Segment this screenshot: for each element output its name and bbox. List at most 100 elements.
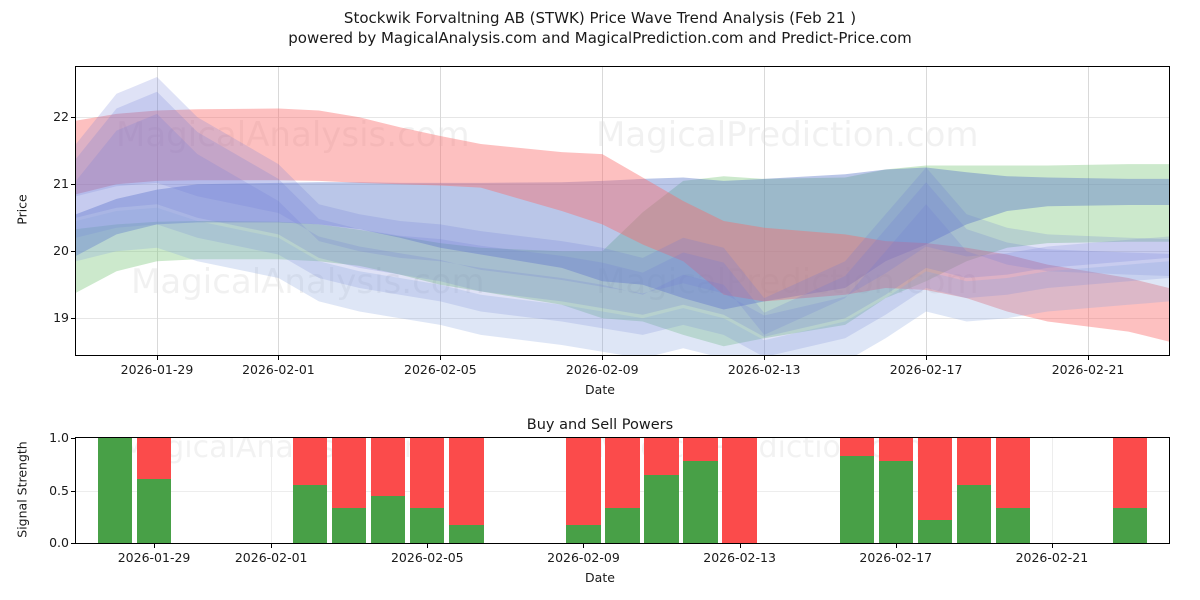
sell-power-segment [995, 438, 1031, 509]
buy-power-segment [449, 525, 484, 543]
sell-power-segment [605, 438, 640, 509]
signal-bar[interactable] [839, 438, 874, 543]
x-tick-label: 2026-02-09 [565, 362, 639, 377]
y-tick-mark [71, 117, 75, 119]
buy-power-segment [995, 508, 1031, 543]
sell-power-segment [566, 438, 601, 526]
signal-bar[interactable] [332, 438, 367, 543]
gridline [602, 67, 603, 355]
buy-power-segment [878, 461, 913, 543]
buy-power-segment [1112, 508, 1148, 543]
price-chart-x-axis-label: Date [585, 382, 615, 397]
signal-bar[interactable] [995, 438, 1031, 543]
price-band [76, 167, 1169, 310]
title-primary: Stockwik Forvaltning AB (STWK) Price Wav… [343, 9, 857, 27]
signal-chart-title: Buy and Sell Powers [526, 417, 674, 433]
signal-axis-label: Signal Strength [14, 440, 30, 538]
signal-bar[interactable] [371, 438, 406, 543]
sell-power-segment [683, 438, 718, 462]
buy-power-segment [332, 508, 367, 543]
x-tick-mark [764, 356, 766, 360]
x-tick-label: 2026-02-05 [404, 362, 477, 377]
gridline [76, 318, 1169, 319]
signal-bar[interactable] [644, 438, 679, 543]
signal-bar[interactable] [293, 438, 328, 543]
y-tick-label: 21 [53, 176, 69, 192]
sell-power-segment [410, 438, 445, 509]
y-tick-label: 20 [53, 243, 69, 259]
signal-bar[interactable] [605, 438, 640, 543]
x-tick-label: 2026-02-21 [1015, 550, 1089, 565]
x-tick-mark [583, 544, 585, 548]
signal-bar[interactable] [410, 438, 445, 543]
x-tick-mark [154, 544, 156, 548]
signal-bar[interactable] [683, 438, 718, 543]
x-tick-mark [602, 356, 604, 360]
sell-power-segment [644, 438, 679, 475]
price-band [76, 164, 1169, 347]
x-tick-mark [156, 356, 158, 360]
signal-bar[interactable] [1112, 438, 1148, 543]
signal-bar[interactable] [878, 438, 913, 543]
buy-power-segment [956, 485, 991, 543]
x-tick-mark [739, 544, 741, 548]
buy-power-segment [917, 519, 952, 543]
y-tick-label: 0.5 [49, 482, 69, 498]
price-band [76, 108, 1169, 342]
sell-power-segment [136, 438, 172, 479]
x-tick-label: 2026-02-17 [859, 550, 933, 565]
gridline [278, 67, 279, 355]
page-title: Stockwik Forvaltning AB (STWK) Price Wav… [0, 8, 1200, 48]
signal-bar[interactable] [722, 438, 757, 543]
sell-power-segment [293, 438, 328, 486]
sell-power-segment [1112, 438, 1148, 509]
price-band [76, 91, 1169, 337]
signal-chart-plot-area: MagicalAnalysis.com MagicalPrediction.com [75, 437, 1170, 544]
buy-power-segment [839, 455, 874, 543]
sell-power-segment [917, 438, 952, 520]
x-tick-label: 2026-01-29 [120, 362, 194, 377]
y-tick-mark [71, 251, 75, 253]
gridline [271, 438, 272, 543]
x-tick-label: 2026-02-05 [390, 550, 464, 565]
title-secondary: powered by MagicalAnalysis.com and Magic… [288, 29, 912, 47]
sell-power-segment [449, 438, 484, 526]
gridline [76, 251, 1169, 252]
price-axis-label: Price [14, 194, 30, 225]
x-tick-mark [895, 544, 897, 548]
price-band [76, 207, 1169, 355]
buy-power-segment [683, 461, 718, 543]
gridline [1088, 67, 1089, 355]
gridline [1052, 438, 1053, 543]
buy-power-segment [605, 508, 640, 543]
sell-power-segment [371, 438, 406, 496]
y-tick-label: 0.0 [49, 535, 69, 550]
x-tick-mark [271, 544, 273, 548]
buy-power-segment [566, 525, 601, 543]
buy-power-segment [371, 495, 406, 543]
signal-bar[interactable] [449, 438, 484, 543]
x-tick-mark [440, 356, 442, 360]
sell-power-segment [878, 438, 913, 462]
y-tick-label: 19 [53, 310, 69, 326]
gridline [76, 184, 1169, 185]
x-tick-mark [926, 356, 928, 360]
x-tick-label: 2026-02-21 [1051, 362, 1125, 377]
gridline [440, 67, 441, 355]
y-tick-mark [71, 490, 75, 492]
x-tick-mark [1088, 356, 1090, 360]
signal-bar[interactable] [566, 438, 601, 543]
x-tick-label: 2026-02-13 [727, 362, 801, 377]
buy-power-segment [644, 474, 679, 543]
signal-bar[interactable] [956, 438, 991, 543]
signal-chart-x-axis-label: Date [585, 570, 615, 585]
y-tick-mark [71, 543, 75, 544]
y-tick-label: 22 [53, 109, 69, 125]
sell-power-segment [839, 438, 874, 456]
price-wave-bands [76, 77, 1169, 355]
signal-bar[interactable] [136, 438, 172, 543]
signal-bar[interactable] [917, 438, 952, 543]
signal-bar[interactable] [97, 438, 133, 543]
sell-power-segment [956, 438, 991, 486]
